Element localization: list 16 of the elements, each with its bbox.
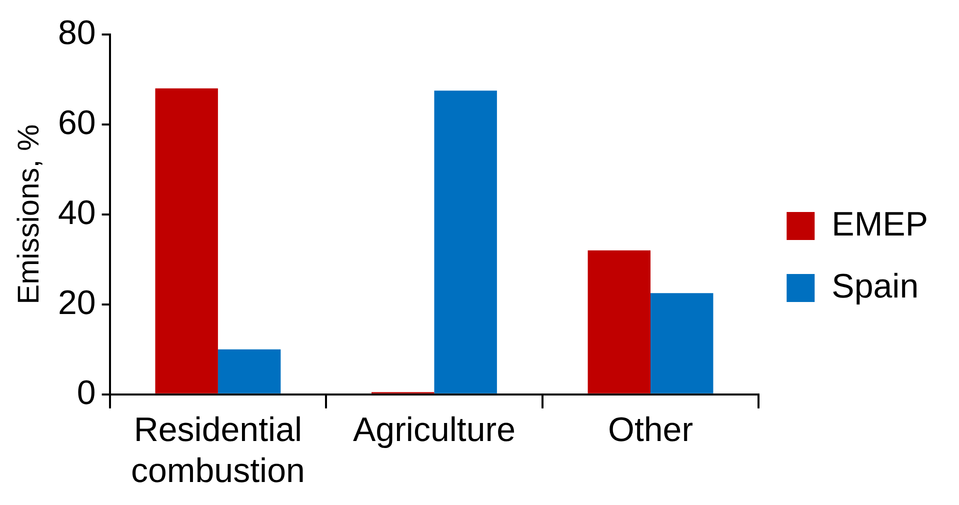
x-tick-label: Residential combustion <box>131 411 305 490</box>
y-tick-label: 60 <box>58 104 96 142</box>
bar <box>218 349 281 394</box>
bar <box>650 293 714 394</box>
y-tick-label: 40 <box>58 194 96 232</box>
x-tick-label: Agriculture <box>352 411 516 450</box>
bar <box>155 88 218 394</box>
x-tick-label: Other <box>608 411 694 450</box>
y-tick-label: 80 <box>58 14 96 52</box>
legend-label: Spain <box>832 267 919 306</box>
bar <box>434 90 497 394</box>
y-axis-title: Emissions, % <box>12 124 46 304</box>
y-tick-label: 20 <box>58 284 96 322</box>
bar <box>588 250 651 394</box>
y-tick-label: 0 <box>76 374 96 412</box>
legend-label: EMEP <box>832 205 928 244</box>
